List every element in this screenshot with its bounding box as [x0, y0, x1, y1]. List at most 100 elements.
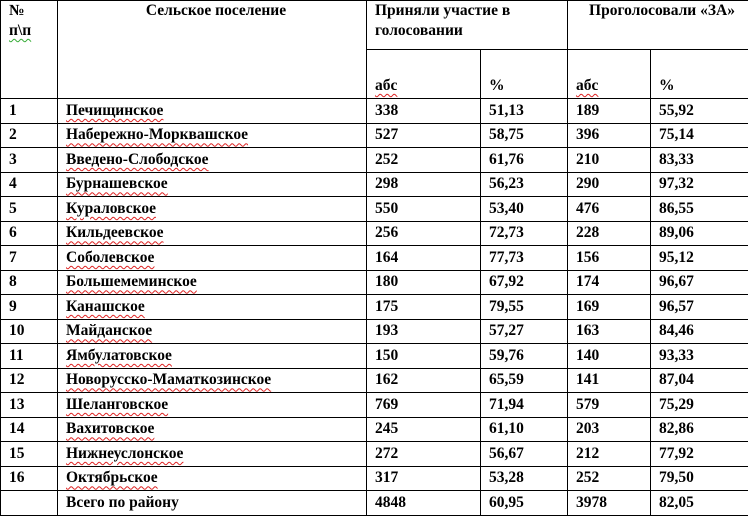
participated-pct: 53,40	[481, 197, 568, 222]
participated-abs: 256	[367, 221, 481, 246]
voted-pct: 97,32	[651, 172, 748, 197]
settlement-name: Майданское	[58, 319, 367, 344]
voted-pct: 82,86	[651, 417, 748, 442]
participated-pct: 77,73	[481, 246, 568, 271]
voted-pct: 75,14	[651, 123, 748, 148]
participated-abs: 164	[367, 246, 481, 271]
voted-abs: 189	[568, 99, 651, 124]
participated-pct: 56,23	[481, 172, 568, 197]
participated-pct: 51,13	[481, 99, 568, 124]
participated-abs: 193	[367, 319, 481, 344]
participated-abs: 550	[367, 197, 481, 222]
total-voted-abs: 3978	[568, 491, 651, 516]
voted-pct: 95,12	[651, 246, 748, 271]
settlement-name: Набережно-Морквашское	[58, 123, 367, 148]
voted-pct: 75,29	[651, 393, 748, 418]
header-settlement: Сельское поселение	[58, 1, 367, 99]
participated-pct: 65,59	[481, 368, 568, 393]
voted-abs: 579	[568, 393, 651, 418]
row-number: 8	[1, 270, 58, 295]
voted-abs: 212	[568, 442, 651, 467]
total-participated-pct: 60,95	[481, 491, 568, 516]
participated-pct: 58,75	[481, 123, 568, 148]
voted-abs: 396	[568, 123, 651, 148]
settlement-name: Ямбулатовское	[58, 344, 367, 369]
header-participated-abs: абс	[367, 50, 481, 99]
row-number: 7	[1, 246, 58, 271]
row-number: 5	[1, 197, 58, 222]
settlement-name: Кильдеевское	[58, 221, 367, 246]
settlement-name: Шеланговское	[58, 393, 367, 418]
participated-abs: 180	[367, 270, 481, 295]
participated-abs: 769	[367, 393, 481, 418]
participated-pct: 53,28	[481, 466, 568, 491]
voted-abs: 228	[568, 221, 651, 246]
settlement-name: Кураловское	[58, 197, 367, 222]
participated-abs: 338	[367, 99, 481, 124]
total-voted-pct: 82,05	[651, 491, 748, 516]
row-number: 15	[1, 442, 58, 467]
voted-abs: 203	[568, 417, 651, 442]
voted-abs: 210	[568, 148, 651, 173]
participated-abs: 252	[367, 148, 481, 173]
settlement-name: Октябрьское	[58, 466, 367, 491]
settlement-name: Большемеминское	[58, 270, 367, 295]
voted-pct: 55,92	[651, 99, 748, 124]
voted-pct: 83,33	[651, 148, 748, 173]
voted-abs: 252	[568, 466, 651, 491]
voted-abs: 141	[568, 368, 651, 393]
row-number: 13	[1, 393, 58, 418]
participated-pct: 57,27	[481, 319, 568, 344]
settlement-name: Соболевское	[58, 246, 367, 271]
row-number: 11	[1, 344, 58, 369]
voted-pct: 96,57	[651, 295, 748, 320]
header-voted-for: Проголосовали «ЗА»	[568, 1, 748, 50]
voted-pct: 77,92	[651, 442, 748, 467]
settlement-name: Вахитовское	[58, 417, 367, 442]
header-voted-pct: %	[651, 50, 748, 99]
row-number: 2	[1, 123, 58, 148]
participated-abs: 527	[367, 123, 481, 148]
voted-abs: 156	[568, 246, 651, 271]
row-number: 9	[1, 295, 58, 320]
row-number: 12	[1, 368, 58, 393]
voted-abs: 169	[568, 295, 651, 320]
voted-pct: 84,46	[651, 319, 748, 344]
participated-pct: 61,10	[481, 417, 568, 442]
header-participated-pct: %	[481, 50, 568, 99]
settlement-name: Введено-Слободское	[58, 148, 367, 173]
header-participated: Приняли участие в голосовании	[367, 1, 568, 50]
participated-abs: 162	[367, 368, 481, 393]
row-number: 1	[1, 99, 58, 124]
participated-abs: 298	[367, 172, 481, 197]
participated-abs: 272	[367, 442, 481, 467]
participated-pct: 79,55	[481, 295, 568, 320]
total-settlement-name: Всего по району	[58, 491, 367, 516]
participated-pct: 59,76	[481, 344, 568, 369]
participated-abs: 175	[367, 295, 481, 320]
participated-pct: 71,94	[481, 393, 568, 418]
total-participated-abs: 4848	[367, 491, 481, 516]
header-voted-abs: абс	[568, 50, 651, 99]
settlement-name: Новорусско-Маматкозинское	[58, 368, 367, 393]
voted-pct: 79,50	[651, 466, 748, 491]
participated-abs: 150	[367, 344, 481, 369]
